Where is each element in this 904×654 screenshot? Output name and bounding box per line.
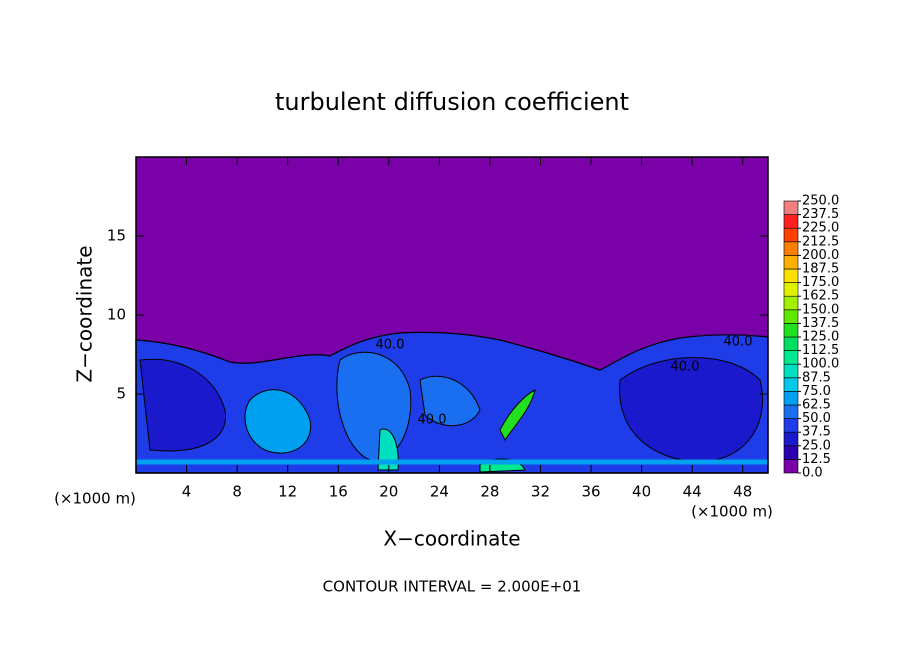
- y-axis-label: Z−coordinate: [73, 245, 97, 382]
- colorbar-bin: [783, 255, 799, 270]
- x-unit: (×1000 m): [54, 490, 136, 508]
- colorbar-bin: [783, 227, 799, 243]
- colorbar-label: 87.5: [802, 370, 831, 385]
- colorbar-label: 150.0: [802, 302, 839, 317]
- colorbar-bin: [783, 268, 799, 283]
- colorbar-bin: [783, 377, 799, 392]
- y-tick-label: 5: [116, 385, 126, 403]
- x-axis-label: X−coordinate: [383, 527, 520, 551]
- x-tick-label: 28: [480, 483, 499, 501]
- chart-title: turbulent diffusion coefficient: [275, 88, 629, 116]
- contour-label: 40.0: [671, 360, 700, 375]
- x-tick-label: 16: [329, 483, 348, 501]
- colorbar-bin: [783, 350, 799, 365]
- x-tick-label: 40: [632, 483, 651, 501]
- colorbar-label: 212.5: [802, 234, 839, 249]
- colorbar-label: 25.0: [802, 438, 831, 453]
- colorbar-bin: [783, 323, 799, 338]
- colorbar-label: 75.0: [802, 384, 831, 399]
- x-tick-label: 8: [232, 483, 242, 501]
- colorbar-bin: [783, 445, 799, 460]
- field-region: [619, 357, 763, 463]
- field-region: [139, 358, 227, 452]
- colorbar-label: 62.5: [802, 398, 831, 413]
- colorbar-bin: [783, 404, 799, 419]
- x-tick-label: 24: [430, 483, 449, 501]
- colorbar-bin: [783, 431, 799, 447]
- colorbar-bin: [783, 459, 799, 474]
- colorbar-label: 225.0: [802, 221, 839, 236]
- colorbar-bin: [783, 214, 799, 229]
- field-region: [419, 375, 481, 427]
- colorbar-label: 112.5: [802, 343, 839, 358]
- x-unit: (×1000 m): [691, 503, 773, 521]
- colorbar-bin: [783, 391, 799, 406]
- colorbar-bin: [783, 295, 799, 311]
- colorbar-bin: [783, 418, 799, 433]
- colorbar-bin: [783, 200, 799, 215]
- x-tick-label: 32: [531, 483, 550, 501]
- colorbar-label: 37.5: [802, 425, 831, 440]
- footer: CONTOUR INTERVAL = 2.000E+01: [323, 578, 582, 596]
- colorbar-label: 137.5: [802, 316, 839, 331]
- colorbar-label: 187.5: [802, 262, 839, 277]
- colorbar-label: 12.5: [802, 452, 831, 467]
- y-tick-label: 15: [107, 227, 126, 245]
- field: [135, 157, 769, 474]
- x-tick-label: 12: [278, 483, 297, 501]
- field-region: [336, 351, 412, 461]
- colorbar-bin: [783, 363, 799, 379]
- colorbar-bin: [783, 336, 799, 351]
- colorbar-label: 50.0: [802, 411, 831, 426]
- contour-label: 40.0: [724, 335, 753, 350]
- colorbar-label: 237.5: [802, 207, 839, 222]
- x-tick-label: 4: [182, 483, 192, 501]
- contour-label: 40.0: [376, 338, 405, 353]
- x-tick-label: 44: [683, 483, 702, 501]
- colorbar-label: 125.0: [802, 330, 839, 345]
- field-region: [244, 389, 312, 454]
- contour-label: 40.0: [418, 413, 447, 428]
- colorbar-bin: [783, 241, 799, 256]
- colorbar-label: 0.0: [802, 466, 823, 481]
- x-tick-label: 36: [581, 483, 600, 501]
- y-tick-label: 10: [107, 306, 126, 324]
- colorbar-bin: [783, 309, 799, 324]
- field-region: [499, 389, 536, 441]
- x-tick-label: 48: [733, 483, 752, 501]
- colorbar-label: 250.0: [802, 194, 839, 209]
- x-tick-label: 20: [379, 483, 398, 501]
- colorbar-label: 200.0: [802, 248, 839, 263]
- colorbar-label: 175.0: [802, 275, 839, 290]
- colorbar-label: 162.5: [802, 289, 839, 304]
- colorbar-label: 100.0: [802, 357, 839, 372]
- colorbar-bin: [783, 282, 799, 297]
